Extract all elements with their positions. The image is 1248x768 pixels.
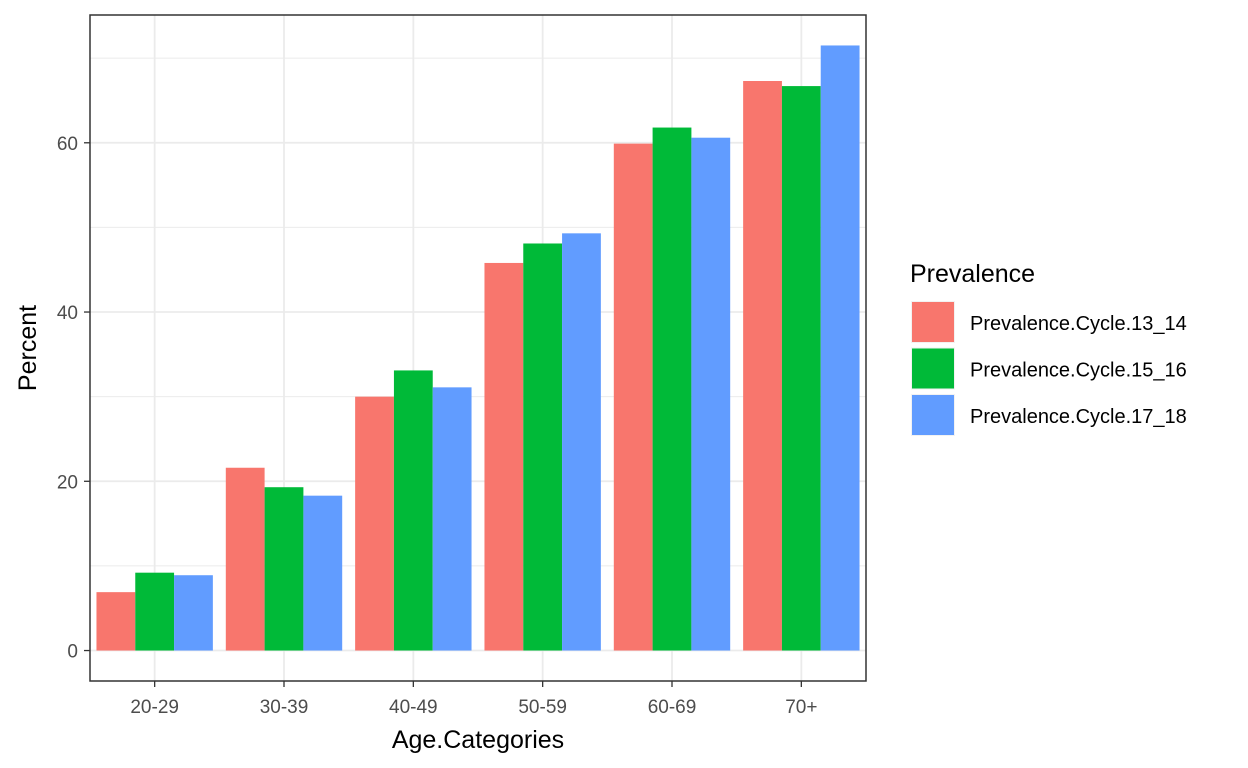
- x-axis: 20-29 30-39 40-49 50-59 60-69 70+: [130, 681, 817, 718]
- bars: [96, 45, 860, 651]
- bar: [264, 487, 304, 651]
- legend-swatch: [912, 348, 954, 389]
- bar: [174, 575, 213, 651]
- legend-label: Prevalence.Cycle.13_14: [970, 313, 1187, 335]
- x-tick-label: 40-49: [389, 697, 438, 718]
- x-axis-title: Age.Categories: [392, 726, 564, 754]
- x-tick-label: 60-69: [648, 697, 697, 718]
- legend-title: Prevalence: [910, 260, 1035, 288]
- x-tick-label: 20-29: [130, 697, 179, 718]
- bar: [743, 81, 782, 651]
- x-tick-label: 50-59: [518, 697, 567, 718]
- bar: [225, 467, 265, 651]
- bar: [820, 45, 860, 651]
- bar: [523, 243, 563, 651]
- legend-swatch: [912, 395, 954, 435]
- y-tick-label: 40: [57, 303, 78, 324]
- bar: [303, 495, 343, 651]
- y-tick-label: 0: [67, 642, 78, 663]
- bar: [355, 396, 394, 651]
- minor-gridlines: [90, 57, 866, 567]
- plot-border: [89, 14, 867, 682]
- y-tick-label: 20: [57, 472, 78, 493]
- bar: [652, 127, 692, 651]
- y-tick-label: 60: [57, 134, 78, 155]
- bar: [691, 137, 731, 651]
- x-tick-label: 70+: [785, 697, 817, 718]
- legend-label: Prevalence.Cycle.17_18: [970, 406, 1187, 428]
- bar: [562, 233, 601, 651]
- bar: [781, 86, 821, 651]
- y-axis-title: Percent: [14, 305, 42, 391]
- bar: [393, 370, 433, 651]
- legend-label: Prevalence.Cycle.15_16: [970, 360, 1187, 382]
- legend: Prevalence Prevalence.Cycle.13_14 Prevale…: [910, 260, 1187, 436]
- legend-swatch: [912, 302, 954, 342]
- bar: [96, 592, 136, 651]
- bar: [484, 262, 524, 651]
- bar: [432, 387, 472, 651]
- y-axis: 0 20 40 60: [57, 134, 90, 663]
- bar: [613, 143, 653, 651]
- x-tick-label: 30-39: [260, 697, 309, 718]
- plot-panel: [90, 15, 866, 681]
- bar: [135, 572, 175, 651]
